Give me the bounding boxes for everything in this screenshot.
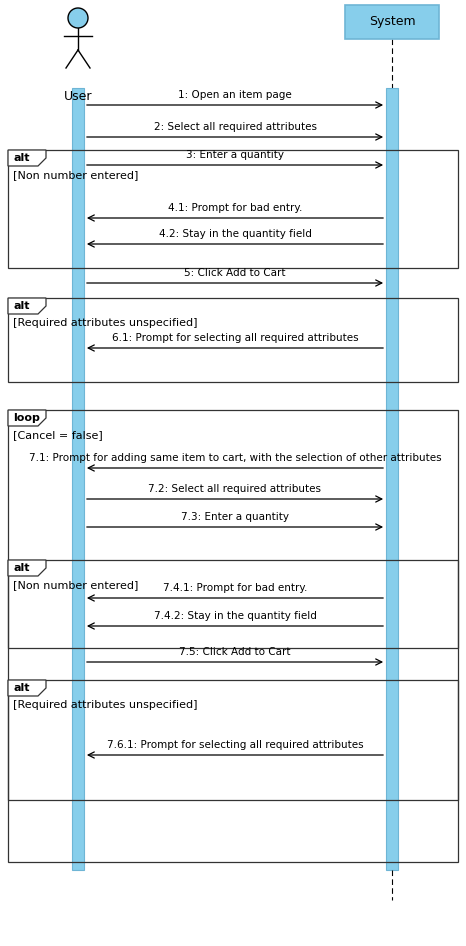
Text: 5: Click Add to Cart: 5: Click Add to Cart bbox=[184, 268, 286, 278]
Text: 7.6.1: Prompt for selecting all required attributes: 7.6.1: Prompt for selecting all required… bbox=[107, 740, 363, 750]
Text: 2: Select all required attributes: 2: Select all required attributes bbox=[153, 122, 316, 132]
Bar bbox=[72, 88, 84, 870]
Bar bbox=[8, 680, 458, 800]
Text: 4.2: Stay in the quantity field: 4.2: Stay in the quantity field bbox=[158, 229, 311, 239]
Text: alt: alt bbox=[13, 563, 29, 573]
Polygon shape bbox=[8, 410, 46, 426]
Text: System: System bbox=[369, 15, 415, 28]
Text: 6.1: Prompt for selecting all required attributes: 6.1: Prompt for selecting all required a… bbox=[112, 333, 358, 343]
Circle shape bbox=[68, 8, 88, 28]
Polygon shape bbox=[8, 150, 46, 166]
Bar bbox=[8, 298, 458, 382]
Polygon shape bbox=[8, 680, 46, 696]
Text: 1: Open an item page: 1: Open an item page bbox=[178, 90, 292, 100]
Text: 7.1: Prompt for adding same item to cart, with the selection of other attributes: 7.1: Prompt for adding same item to cart… bbox=[29, 453, 441, 463]
Text: 7.4.1: Prompt for bad entry.: 7.4.1: Prompt for bad entry. bbox=[163, 583, 307, 593]
Bar bbox=[386, 88, 398, 870]
Polygon shape bbox=[8, 560, 46, 576]
Text: alt: alt bbox=[13, 683, 29, 693]
Text: [Required attributes unspecified]: [Required attributes unspecified] bbox=[13, 700, 198, 710]
Text: 3: Enter a quantity: 3: Enter a quantity bbox=[186, 150, 284, 160]
Text: alt: alt bbox=[13, 301, 29, 311]
Text: User: User bbox=[64, 90, 92, 103]
Text: alt: alt bbox=[13, 153, 29, 163]
Bar bbox=[345, 5, 439, 39]
Bar bbox=[8, 560, 458, 648]
Text: [Non number entered]: [Non number entered] bbox=[13, 580, 138, 590]
Text: 7.2: Select all required attributes: 7.2: Select all required attributes bbox=[149, 484, 322, 494]
Polygon shape bbox=[8, 298, 46, 314]
Text: 7.3: Enter a quantity: 7.3: Enter a quantity bbox=[181, 512, 289, 522]
Text: 7.4.2: Stay in the quantity field: 7.4.2: Stay in the quantity field bbox=[154, 611, 316, 621]
Bar bbox=[8, 150, 458, 268]
Bar bbox=[8, 410, 458, 862]
Text: 4.1: Prompt for bad entry.: 4.1: Prompt for bad entry. bbox=[168, 203, 302, 213]
Text: 7.5: Click Add to Cart: 7.5: Click Add to Cart bbox=[179, 647, 291, 657]
Text: [Cancel = false]: [Cancel = false] bbox=[13, 430, 103, 440]
Text: loop: loop bbox=[13, 413, 40, 423]
Text: [Non number entered]: [Non number entered] bbox=[13, 170, 138, 180]
Text: [Required attributes unspecified]: [Required attributes unspecified] bbox=[13, 318, 198, 328]
